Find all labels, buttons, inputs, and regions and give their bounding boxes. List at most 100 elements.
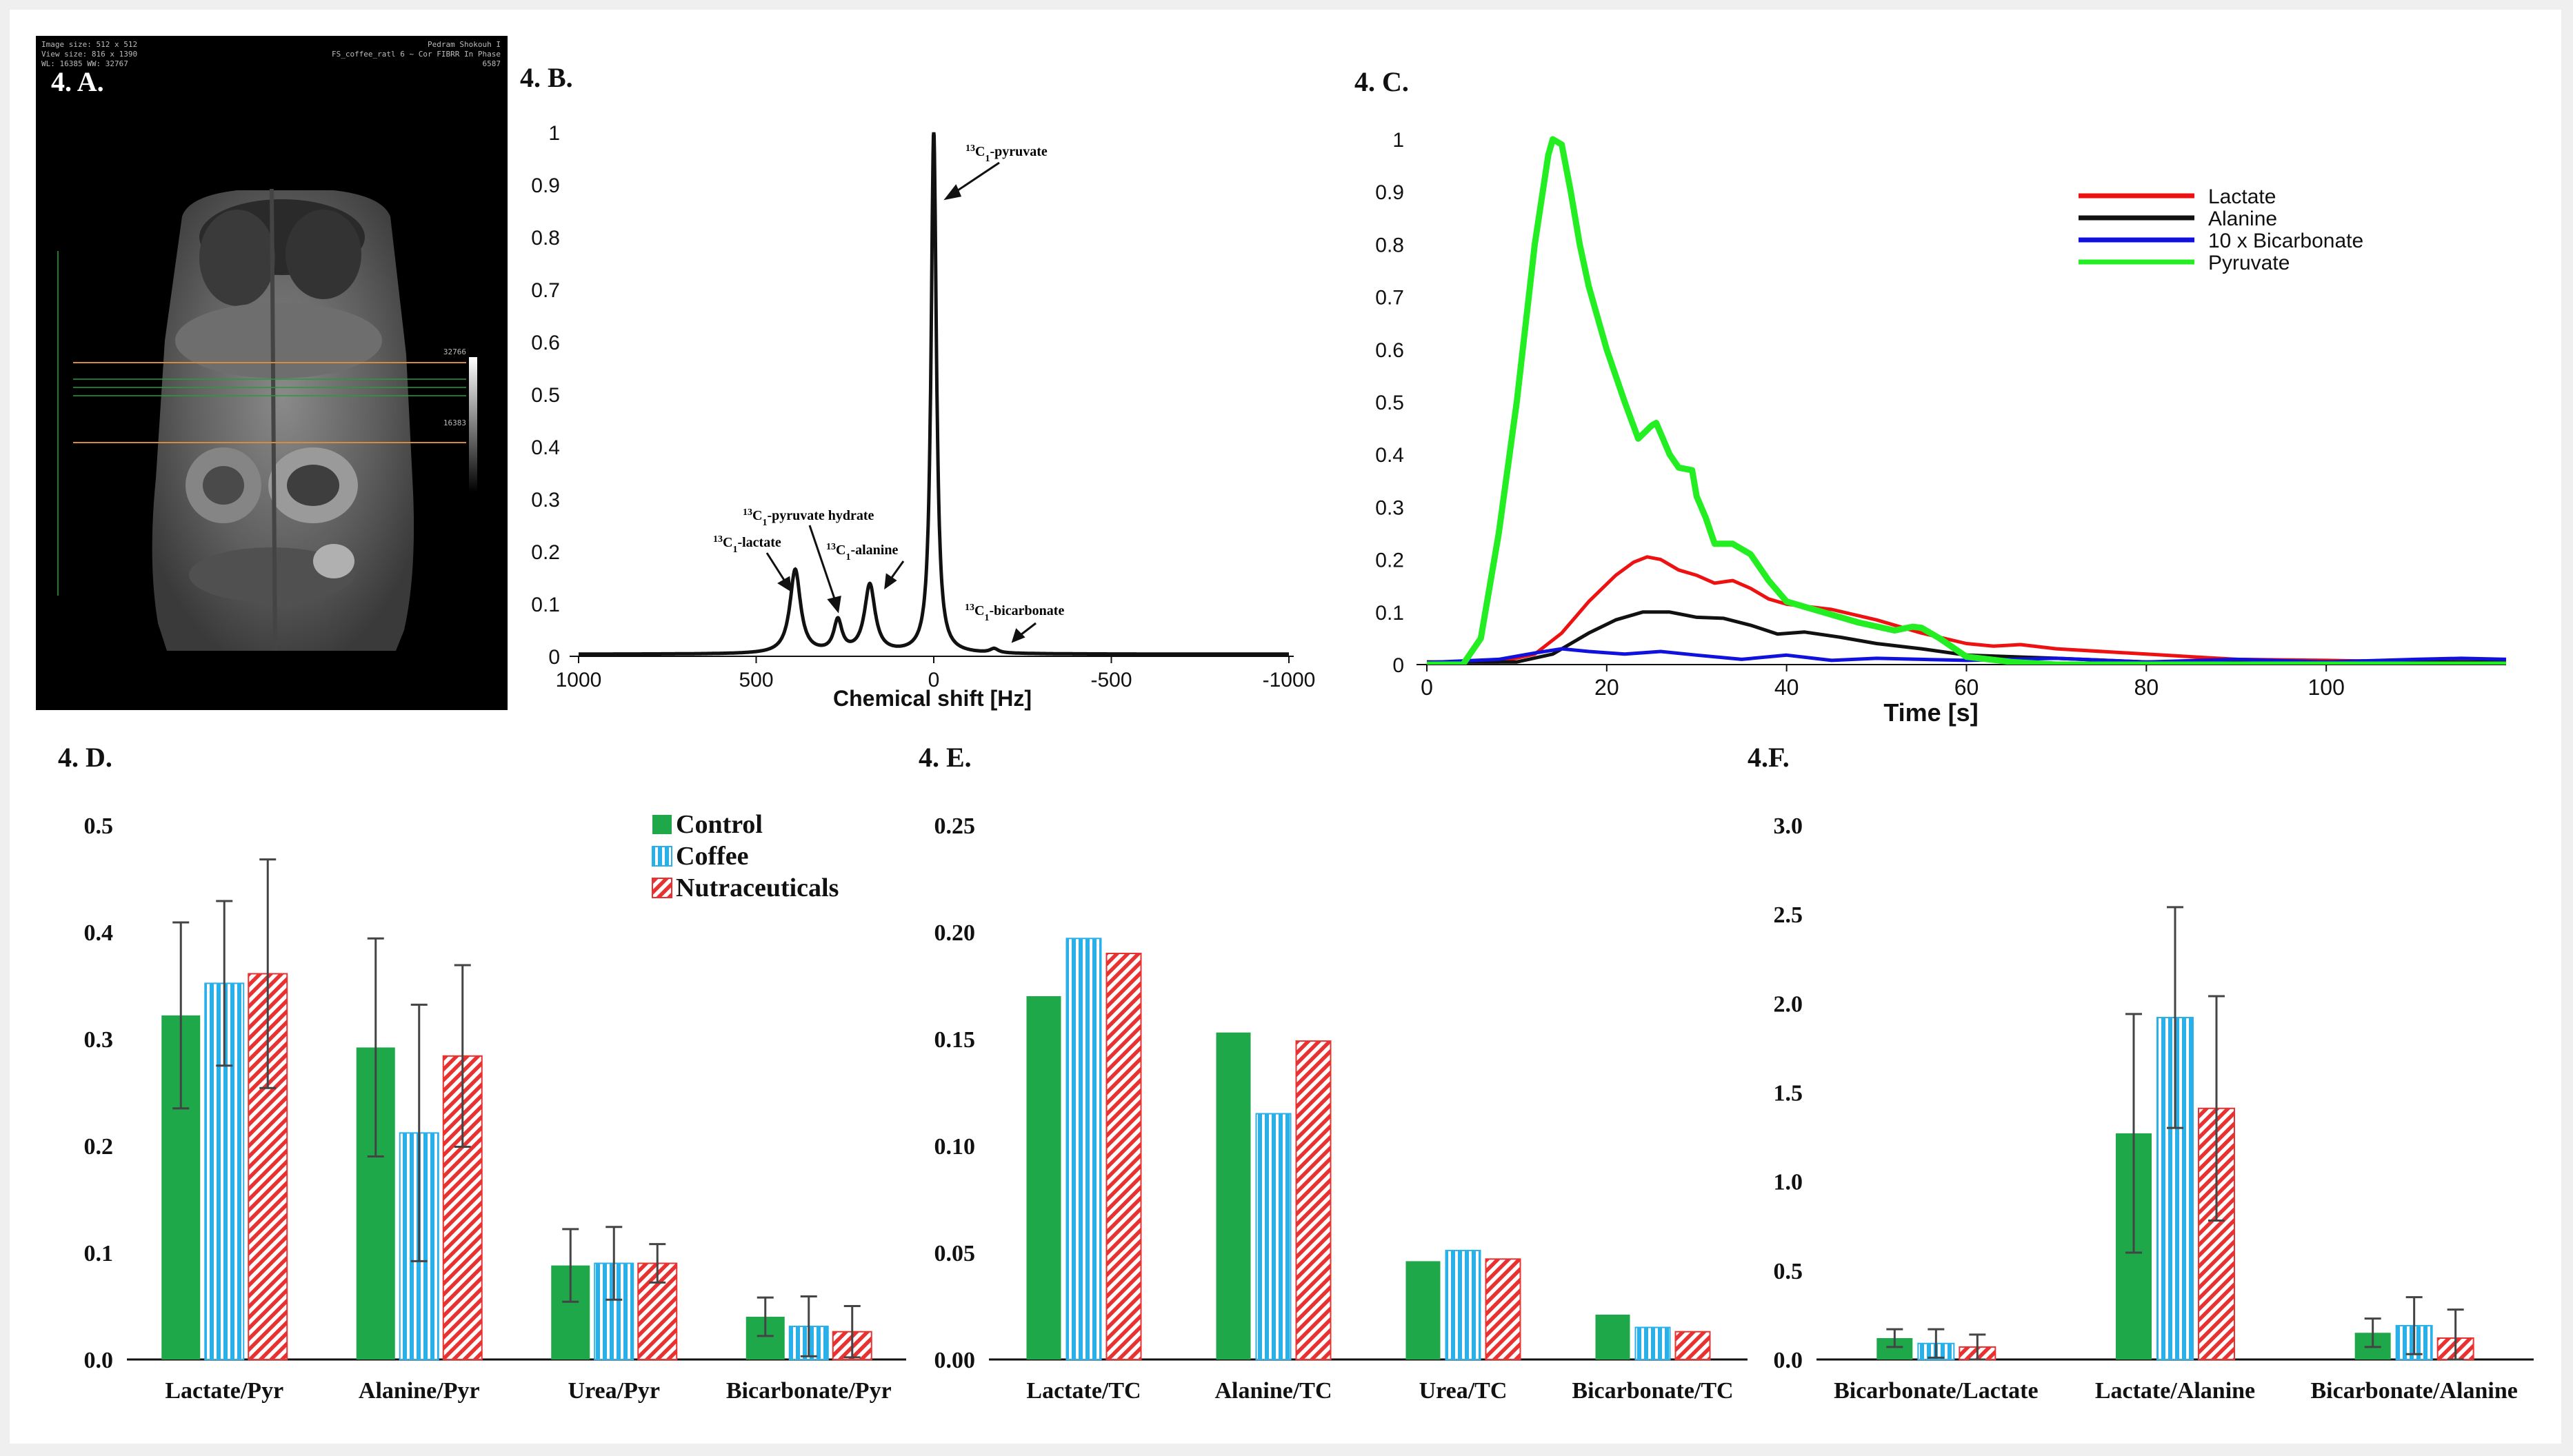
annotation-hydrate-sub: 1: [762, 518, 767, 528]
panel-c-x-tick-label: 100: [2307, 675, 2344, 700]
annotation-pyruvate-sup: 13: [965, 143, 975, 154]
legend-label-coffee: Coffee: [676, 842, 748, 871]
arrow-lactate-head: [777, 576, 792, 592]
category-label: Bicarbonate/TC: [1572, 1378, 1733, 1404]
panel-b-y-tick-label: 0.4: [531, 436, 560, 459]
legend-label: Lactate: [2208, 185, 2276, 208]
panel-c-x-tick-label: 0: [1421, 675, 1433, 700]
y-tick-label: 0.15: [934, 1027, 976, 1053]
legend-swatch-nutraceuticals: [652, 878, 672, 898]
annotation-lactate: 13C1-lactate: [713, 534, 781, 555]
panel-b-y-tick-label: 0.9: [531, 174, 560, 197]
panel-d-label: 4. D.: [58, 742, 112, 773]
bar-nutraceuticals: [1105, 953, 1142, 1360]
annotation-bicarbonate-sup: 13: [965, 603, 974, 613]
annotation-pyruvate-name: -pyruvate: [990, 144, 1047, 159]
y-tick-label: 1.0: [1774, 1170, 1803, 1195]
annotation-alanine-name: -alanine: [850, 543, 898, 558]
bar-coffee: [1445, 1249, 1481, 1361]
panel-a-label: 4. A.: [51, 66, 104, 97]
category-label: Alanine/TC: [1214, 1378, 1332, 1404]
annotation-pyruvate-sub: 1: [985, 154, 990, 164]
panel-b-y-tick-label: 0.1: [531, 594, 560, 616]
panel-b-ticks: 0 0.1 0.2 0.3 0.4 0.5 0.6 0.7 0.8 0.9 1 1000 500 0 -50…: [531, 122, 1315, 691]
panel-b-label: 4. B.: [520, 62, 573, 93]
bar-control: [1216, 1032, 1251, 1359]
mri-slice-lines: [57, 251, 466, 596]
category-label: Lactate/Pyr: [165, 1378, 283, 1404]
panel-d-bars: 0.0 0.1 0.2 0.3 0.4 0.5 Lactate/Pyr Alanine/Pyr…: [84, 813, 906, 1404]
category-label: Urea/TC: [1419, 1378, 1508, 1404]
panel-e-label: 4. E.: [919, 742, 972, 773]
bar-nutraceuticals: [1295, 1040, 1332, 1360]
y-tick-label: 0.00: [934, 1348, 976, 1373]
arrow-pyruvate: [951, 161, 1000, 196]
y-tick-label: 0.0: [84, 1348, 114, 1373]
annotation-lactate-sub: 1: [732, 545, 737, 555]
annotation-lactate-sup: 13: [713, 534, 723, 545]
mri-info-left-3: WL: 16385 WW: 32767: [41, 59, 128, 68]
annotation-hydrate-sup: 13: [743, 507, 752, 518]
panel-c-label: 4. C.: [1354, 66, 1409, 97]
legend-label-nutraceuticals: Nutraceuticals: [676, 873, 839, 902]
category-label: Urea/Pyr: [568, 1378, 660, 1404]
category-label: Alanine/Pyr: [359, 1378, 480, 1404]
panel-c-y-tick-label: 0.8: [1375, 234, 1404, 256]
arrow-bicarbonate-head: [1011, 628, 1025, 643]
bar-coffee: [1255, 1113, 1292, 1360]
mri-scale-mid: 16383: [443, 418, 466, 427]
bar-control: [1405, 1261, 1441, 1359]
panel-c-y-tick-label: 0.7: [1375, 287, 1404, 310]
legend-label: Alanine: [2208, 208, 2277, 230]
panel-e-bars: 0.00 0.05 0.10 0.15 0.20 0.25 Lactate/TC Alanin…: [934, 813, 1748, 1404]
mri-info-left-2: View size: 816 x 1390: [41, 50, 137, 59]
panel-c-y-tick-label: 0.2: [1375, 549, 1404, 572]
annotation-alanine-sup: 13: [826, 542, 836, 552]
bar-control: [1595, 1314, 1630, 1359]
annotation-bicarbonate: 13C1-bicarbonate: [965, 603, 1064, 623]
annotation-bicarbonate-sub: 1: [984, 613, 989, 623]
y-tick-label: 0.10: [934, 1134, 976, 1160]
spectrum-line: [579, 132, 1289, 656]
series-line-lactate: [1427, 555, 2506, 664]
mri-info-right-2: FS_coffee_ratl 6 ~ Cor FIBRR In Phase: [332, 50, 501, 59]
bar-control: [1026, 996, 1061, 1359]
y-tick-label: 0.1: [84, 1241, 114, 1266]
y-tick-label: 0.20: [934, 920, 976, 946]
legend-label: 10 x Bicarbonate: [2208, 230, 2363, 252]
panel-b-y-tick-label: 0.8: [531, 227, 560, 250]
y-tick-label: 0.3: [84, 1027, 114, 1053]
annotation-lactate-name: -lactate: [737, 535, 781, 550]
y-tick-label: 0.5: [1774, 1259, 1803, 1284]
panel-b-y-tick-label: 0.3: [531, 489, 560, 512]
panel-b-y-tick-label: 0.2: [531, 541, 560, 564]
legend-swatch-coffee: [652, 846, 672, 867]
category-label: Lactate/Alanine: [2095, 1378, 2255, 1404]
panel-c-y-tick-label: 0.4: [1375, 444, 1404, 467]
mri-info-right-1: Pedram Shokouh I: [428, 40, 501, 49]
panel-b-x-label: Chemical shift [Hz]: [833, 686, 1032, 711]
annotation-bicarbonate-name: -bicarbonate: [989, 603, 1064, 618]
y-tick-label: 0.05: [934, 1241, 976, 1266]
mri-info-right-3: 6587: [483, 59, 501, 68]
category-label: Bicarbonate/Pyr: [726, 1378, 892, 1404]
y-tick-label: 0.25: [934, 813, 976, 839]
category-label: Bicarbonate/Lactate: [1834, 1378, 2039, 1404]
annotation-pyruvate-hydrate: 13C1-pyruvate hydrate: [743, 507, 874, 528]
panel-c-y-tick-label: 0.6: [1375, 339, 1404, 362]
panel-f-bars: 0.0 0.5 1.0 1.5 2.0 2.5 3.0 Bicarbonate/Lactate…: [1774, 813, 2534, 1404]
panel-c-series: [1426, 136, 2506, 665]
bar-nutraceuticals: [1485, 1258, 1521, 1361]
mri-intensity-scale: [469, 357, 477, 492]
panel-b-x-tick-label: -1000: [1263, 669, 1316, 691]
panel-c-y-tick-label: 0.3: [1375, 496, 1404, 519]
panel-a-mri: Image size: 512 x 512 View size: 816 x 1…: [36, 36, 508, 710]
arrow-lactate: [765, 552, 788, 584]
legend-label-control: Control: [676, 810, 763, 839]
bar-coffee: [1065, 938, 1102, 1361]
y-tick-label: 0.5: [84, 813, 114, 839]
legend-label: Pyruvate: [2208, 252, 2290, 274]
mri-body-image: [152, 188, 414, 651]
panel-b-spectrum: 0 0.1 0.2 0.3 0.4 0.5 0.6 0.7 0.8 0.9 1 1000 500 0 -50…: [531, 122, 1315, 711]
